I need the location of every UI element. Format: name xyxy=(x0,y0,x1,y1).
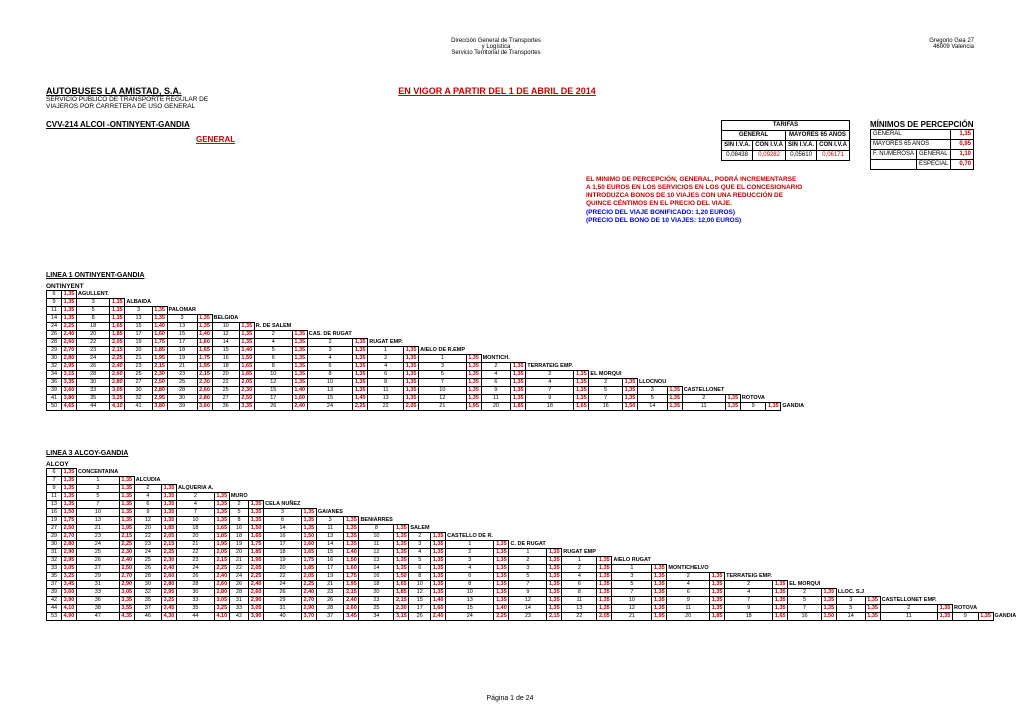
hdr-addr-2: 46009 Valencia xyxy=(929,44,974,50)
doc-header: Dirección General de Transportes y Logís… xyxy=(46,38,974,56)
company-name: AUTOBUSES LA AMISTAD, S.A. xyxy=(46,86,208,96)
warn-l4: (PRECIO DEL VIAJE BONIFICADO: 1,20 EUROS… xyxy=(586,209,974,217)
minimos-table: GENERAL1,35MAYORES 65 AÑOS0,95F. NUMEROS… xyxy=(870,129,974,170)
general-label: GENERAL xyxy=(196,135,235,144)
tarifas-col-general: GENERAL xyxy=(722,131,786,141)
tarifa-v3: 0,06171 xyxy=(817,151,850,161)
service-desc-2: VIAJEROS POR CARRETERA DE USO GENERAL xyxy=(46,103,208,110)
warn-l3: QUINCE CÉNTIMOS EN EL PRECIO DEL VIAJE. xyxy=(586,200,974,208)
effective-date: EN VIGOR A PARTIR DEL 1 DE ABRIL DE 2014 xyxy=(398,86,596,110)
tarifas-sin-1: SIN I.V.A. xyxy=(722,141,753,151)
tarifas-title: TARIFAS xyxy=(722,121,850,131)
tarifas-con-1: CON I.V.A xyxy=(753,141,786,151)
route-code: CVV-214 ALCOI -ONTINYENT-GANDIA xyxy=(46,120,235,129)
tarifas-col-mayores: MAYORES 65 AÑOS xyxy=(786,131,850,141)
warning-block: EL MINIMO DE PERCEPCIÓN, GENERAL, PODRÁ … xyxy=(586,176,974,225)
linea3-origin: ALCOY xyxy=(46,461,1018,468)
tarifa-v1: 0,09282 xyxy=(753,151,786,161)
tarifa-v0: 0,08438 xyxy=(722,151,753,161)
hdr-dept-3: Servicio Territorial de Transportes xyxy=(426,50,566,56)
linea1-origin: ONTINYENT xyxy=(46,283,806,290)
tarifas-con-2: CON I.V.A xyxy=(817,141,850,151)
tarifas-sin-2: SIN I.V.A. xyxy=(786,141,817,151)
minimos-title: MÍNIMOS DE PERCEPCIÓN xyxy=(870,120,974,129)
tarifas-table: TARIFAS GENERAL MAYORES 65 AÑOS SIN I.V.… xyxy=(721,120,850,161)
tarifa-v2: 0,05610 xyxy=(786,151,817,161)
warn-l5: (PRECIO DEL BONO DE 10 VIAJES: 12,00 EUR… xyxy=(586,217,974,225)
linea3-title: LINEA 3 ALCOY-GANDIA xyxy=(46,450,1018,457)
warn-l0: EL MINIMO DE PERCEPCIÓN, GENERAL, PODRÁ … xyxy=(586,176,974,184)
page-footer: Página 1 de 24 xyxy=(0,695,1020,702)
linea1-fare-table: 61,35AGULLENT.91,3531,35ALBAIDA111,3551,… xyxy=(46,290,806,411)
linea3-fare-table: 61,35CONCENTAINA71,3511,35ALCUDIA91,3531… xyxy=(46,468,1018,621)
service-desc-1: SERVICIO PUBLICO DE TRANSPORTE REGULAR D… xyxy=(46,96,208,103)
linea1-title: LINEA 1 ONTINYENT-GANDIA xyxy=(46,272,806,279)
